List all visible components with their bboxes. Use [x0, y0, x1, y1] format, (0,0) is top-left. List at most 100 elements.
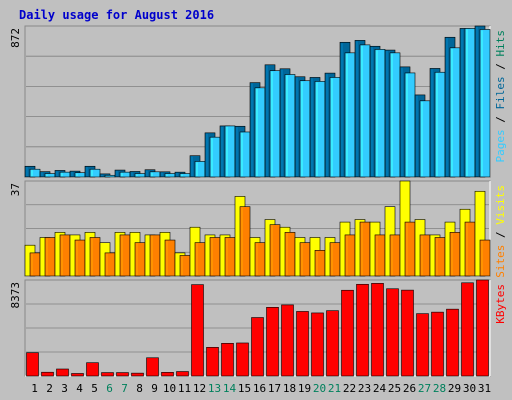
bar-sites-day-27 [419, 234, 431, 277]
x-tick-label: 27 [418, 382, 431, 395]
bar-sites-day-28 [434, 237, 446, 277]
bar-kbytes-day-20 [311, 312, 324, 377]
bar-files-day-18 [284, 74, 296, 178]
bar-files-day-5 [89, 168, 101, 178]
bar-kbytes-day-2 [41, 371, 54, 377]
bar-kbytes-day-18 [281, 304, 294, 377]
bar-files-day-24 [374, 49, 386, 178]
bar-kbytes-day-10 [161, 372, 174, 377]
bar-files-day-19 [299, 80, 311, 178]
bar-kbytes-day-24 [371, 283, 384, 377]
y-max-label-hits: 872 [9, 28, 22, 48]
bar-sites-day-31 [479, 239, 491, 277]
x-axis-labels: 1 2 3 4 5 6 7 8 9 10 11 12 13 14 15 16 17 18 19 20 21 22 23 24 2… [31, 382, 491, 395]
bar-sites-day-24 [374, 234, 386, 277]
x-tick-label: 5 [91, 382, 98, 395]
bar-sites-day-12 [194, 242, 206, 277]
x-tick-label: 15 [238, 382, 251, 395]
panel-hits: 872 Pages / Files / Hits [9, 25, 507, 178]
bar-kbytes-day-4 [71, 373, 84, 377]
bar-files-day-4 [74, 172, 86, 178]
bar-sites-day-10 [164, 239, 176, 277]
bar-files-day-8 [134, 173, 146, 178]
x-tick-label: 3 [61, 382, 68, 395]
x-tick-label: 8 [136, 382, 143, 395]
bar-sites-day-25 [389, 234, 401, 277]
x-tick-label: 25 [388, 382, 401, 395]
bar-sites-day-16 [254, 242, 266, 277]
bar-kbytes-day-27 [416, 313, 429, 377]
bar-kbytes-day-29 [446, 308, 459, 377]
bar-kbytes-day-21 [326, 310, 339, 377]
x-tick-label: 14 [223, 382, 237, 395]
x-tick-label: 6 [106, 382, 113, 395]
bar-files-day-23 [359, 44, 371, 178]
x-tick-label: 21 [328, 382, 341, 395]
bar-files-day-26 [404, 72, 416, 178]
bar-kbytes-day-6 [101, 372, 114, 377]
bar-files-day-1 [29, 168, 41, 178]
x-tick-label: 28 [433, 382, 446, 395]
legend-label-visits: Sites / Visits [494, 185, 507, 278]
bar-files-day-28 [434, 71, 446, 178]
bar-kbytes-day-31 [476, 279, 489, 377]
y-max-label-kbytes: 8373 [9, 282, 22, 309]
bar-kbytes-day-13 [206, 347, 219, 377]
x-tick-label: 31 [478, 382, 491, 395]
legend-label-kbytes: KBytes [494, 284, 507, 324]
x-tick-label: 29 [448, 382, 461, 395]
x-tick-label: 19 [298, 382, 311, 395]
bar-files-day-22 [344, 52, 356, 178]
legend-part: Sites [494, 245, 507, 278]
bar-kbytes-day-30 [461, 282, 474, 377]
x-tick-label: 10 [163, 382, 176, 395]
bar-sites-day-4 [74, 239, 86, 277]
bar-sites-day-19 [299, 242, 311, 277]
legend-label-hits: Pages / Files / Hits [494, 30, 507, 163]
bar-files-day-27 [419, 100, 431, 178]
bar-sites-day-5 [89, 237, 101, 277]
bar-sites-day-17 [269, 224, 281, 277]
x-tick-label: 18 [283, 382, 296, 395]
bar-sites-day-8 [134, 242, 146, 277]
x-tick-label: 1 [31, 382, 38, 395]
bar-files-day-20 [314, 81, 326, 178]
bar-sites-day-23 [359, 221, 371, 277]
bar-kbytes-day-11 [176, 371, 189, 377]
x-tick-label: 13 [208, 382, 221, 395]
bar-kbytes-day-12 [191, 284, 204, 377]
bar-kbytes-day-23 [356, 283, 369, 377]
bar-files-day-30 [464, 28, 476, 178]
x-tick-label: 17 [268, 382, 281, 395]
bar-files-day-6 [104, 174, 116, 178]
x-tick-label: 22 [343, 382, 356, 395]
bar-kbytes-day-25 [386, 288, 399, 377]
bar-files-day-11 [179, 173, 191, 178]
bar-files-day-12 [194, 161, 206, 178]
bar-files-day-16 [254, 87, 266, 178]
bar-kbytes-day-17 [266, 307, 279, 377]
panel-visits: 37 Sites / Visits [9, 180, 507, 278]
x-tick-label: 7 [121, 382, 128, 395]
bar-sites-day-3 [59, 234, 71, 277]
bar-files-day-13 [209, 136, 221, 178]
bars-kbytes [26, 279, 489, 377]
bar-files-day-2 [44, 173, 56, 178]
bar-files-day-10 [164, 173, 176, 178]
x-tick-label: 20 [313, 382, 326, 395]
bar-kbytes-day-7 [116, 372, 129, 377]
legend-part: Hits [494, 30, 507, 57]
x-tick-label: 24 [373, 382, 387, 395]
bar-files-day-31 [479, 29, 491, 178]
bar-sites-day-1 [29, 252, 41, 277]
legend-part: Pages [494, 129, 507, 162]
legend-part: Files [494, 76, 507, 109]
legend-part: KBytes [494, 284, 507, 324]
x-tick-label: 12 [193, 382, 206, 395]
legend-part: Visits [494, 185, 507, 225]
x-tick-label: 26 [403, 382, 416, 395]
bar-files-day-25 [389, 52, 401, 178]
bar-kbytes-day-26 [401, 289, 414, 377]
bar-kbytes-day-1 [26, 352, 39, 377]
